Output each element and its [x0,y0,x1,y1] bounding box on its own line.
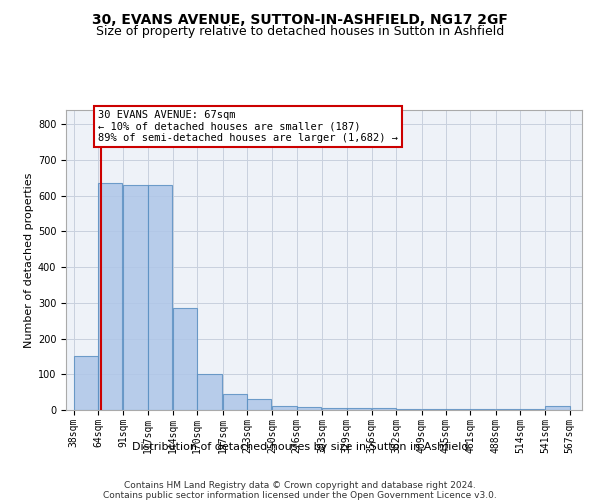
Bar [347,408,371,410]
Bar [470,409,495,410]
Bar [372,408,396,410]
Text: 30 EVANS AVENUE: 67sqm
← 10% of detached houses are smaller (187)
89% of semi-de: 30 EVANS AVENUE: 67sqm ← 10% of detached… [98,110,398,143]
Bar [496,409,520,410]
Bar [422,408,446,410]
Bar [272,406,297,410]
Bar [247,400,271,410]
Bar [520,409,544,410]
Bar [322,408,347,410]
Y-axis label: Number of detached properties: Number of detached properties [23,172,34,348]
Text: Size of property relative to detached houses in Sutton in Ashfield: Size of property relative to detached ho… [96,25,504,38]
Bar [396,408,421,410]
Bar [223,394,247,410]
Bar [173,308,197,410]
Text: Distribution of detached houses by size in Sutton in Ashfield: Distribution of detached houses by size … [132,442,468,452]
Bar [74,356,98,410]
Bar [123,185,148,410]
Text: Contains public sector information licensed under the Open Government Licence v3: Contains public sector information licen… [103,490,497,500]
Text: 30, EVANS AVENUE, SUTTON-IN-ASHFIELD, NG17 2GF: 30, EVANS AVENUE, SUTTON-IN-ASHFIELD, NG… [92,12,508,26]
Bar [148,185,172,410]
Bar [297,407,321,410]
Bar [545,406,570,410]
Bar [446,409,470,410]
Bar [197,374,222,410]
Bar [98,183,122,410]
Text: Contains HM Land Registry data © Crown copyright and database right 2024.: Contains HM Land Registry data © Crown c… [124,480,476,490]
